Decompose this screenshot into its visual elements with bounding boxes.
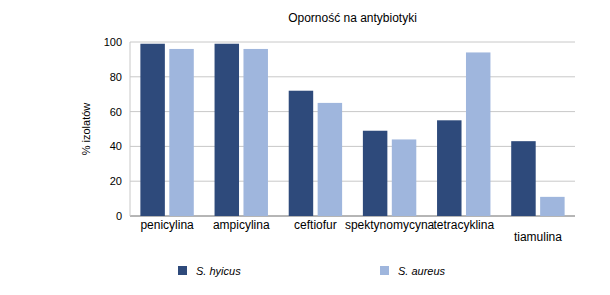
y-tick-label: 100	[104, 36, 122, 48]
grid-line	[130, 42, 575, 43]
legend-label: S. hyicus	[196, 265, 241, 277]
bar	[511, 141, 535, 216]
bar	[318, 103, 342, 216]
y-tick-label: 0	[116, 210, 122, 222]
x-tick-label: ampicylina	[213, 218, 270, 232]
y-tick-label: 60	[110, 106, 122, 118]
bar	[169, 49, 193, 216]
x-tick-label: penicylina	[140, 218, 194, 232]
bar	[243, 49, 267, 216]
grid-line	[130, 146, 575, 147]
bar	[392, 139, 416, 216]
bar	[466, 52, 490, 216]
x-tick-label: ceftiofur	[294, 218, 337, 232]
legend-swatch	[178, 266, 187, 275]
bar	[540, 197, 564, 216]
y-tick-label: 80	[110, 71, 122, 83]
bar	[289, 91, 313, 216]
bar	[437, 120, 461, 216]
x-axis-line	[130, 216, 575, 217]
y-axis-line	[130, 42, 131, 216]
y-tick-label: 40	[110, 140, 122, 152]
legend-swatch	[380, 266, 389, 275]
grid-line	[130, 111, 575, 112]
bars	[140, 44, 564, 216]
bar	[363, 131, 387, 216]
bar	[140, 44, 164, 216]
x-tick-label: spektynomycyna	[345, 218, 435, 232]
grid-line	[130, 216, 575, 217]
grid-line	[130, 181, 575, 182]
legend-label: S. aureus	[398, 265, 446, 277]
chart-container: Oporność na antybiotyki % izolatów 0 20 40 60…	[0, 0, 610, 295]
bar	[215, 44, 239, 216]
chart-title: Oporność na antybiotyki	[288, 11, 417, 25]
grid-line	[130, 76, 575, 77]
chart-svg: Oporność na antybiotyki % izolatów 0 20 40 60…	[0, 0, 610, 295]
x-tick-label: tetracyklina	[433, 218, 494, 232]
y-tick-label: 20	[110, 175, 122, 187]
x-tick-label: tiamulina	[514, 230, 562, 244]
y-axis-label: % izolatów	[80, 103, 92, 156]
